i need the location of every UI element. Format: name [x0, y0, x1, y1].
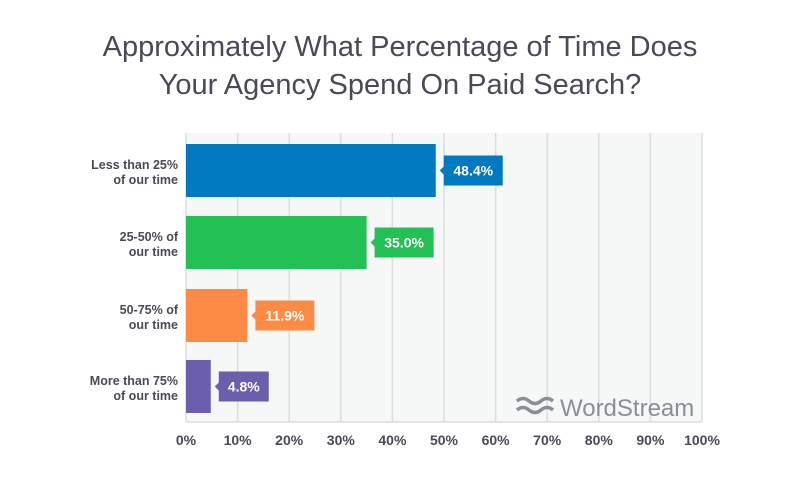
x-tick-label: 10%: [224, 432, 253, 448]
data-label: 35.0%: [384, 235, 424, 251]
bar: [186, 216, 367, 269]
title-line-1: Approximately What Percentage of Time Do…: [102, 31, 698, 63]
category-label: our time: [129, 318, 178, 332]
data-label-box: [370, 227, 434, 258]
wordstream-watermark: WordStream: [560, 395, 694, 422]
x-tick-label: 20%: [275, 432, 304, 448]
category-label: of our time: [113, 389, 178, 403]
data-label-box: [251, 300, 315, 331]
category-label: 25-50% of: [120, 230, 179, 244]
x-tick-label: 60%: [482, 432, 511, 448]
data-label-box: [439, 155, 503, 186]
data-label: 11.9%: [265, 308, 304, 324]
x-tick-label: 90%: [636, 432, 665, 448]
data-label: 48.4%: [453, 163, 493, 179]
data-label-box: [214, 371, 269, 402]
x-tick-label: 70%: [533, 432, 562, 448]
x-tick-label: 40%: [378, 432, 407, 448]
chart-title: Approximately What Percentage of Time Do…: [0, 28, 800, 104]
x-tick-label: 50%: [430, 432, 459, 448]
bar: [186, 289, 248, 342]
data-label: 4.8%: [228, 379, 260, 395]
category-label: More than 75%: [90, 374, 178, 388]
bar: [186, 360, 211, 413]
x-tick-label: 0%: [176, 432, 197, 448]
wave-icon: [515, 396, 555, 415]
title-line-2: Your Agency Spend On Paid Search?: [158, 69, 642, 101]
bar: [186, 144, 436, 197]
category-label: Less than 25%: [91, 158, 178, 172]
x-tick-label: 30%: [327, 432, 356, 448]
category-label: of our time: [113, 173, 178, 187]
x-tick-label: 100%: [684, 432, 720, 448]
wordstream-logo: [515, 396, 555, 415]
x-tick-label: 80%: [585, 432, 614, 448]
category-label: 50-75% of: [120, 303, 179, 317]
category-label: our time: [129, 245, 178, 259]
